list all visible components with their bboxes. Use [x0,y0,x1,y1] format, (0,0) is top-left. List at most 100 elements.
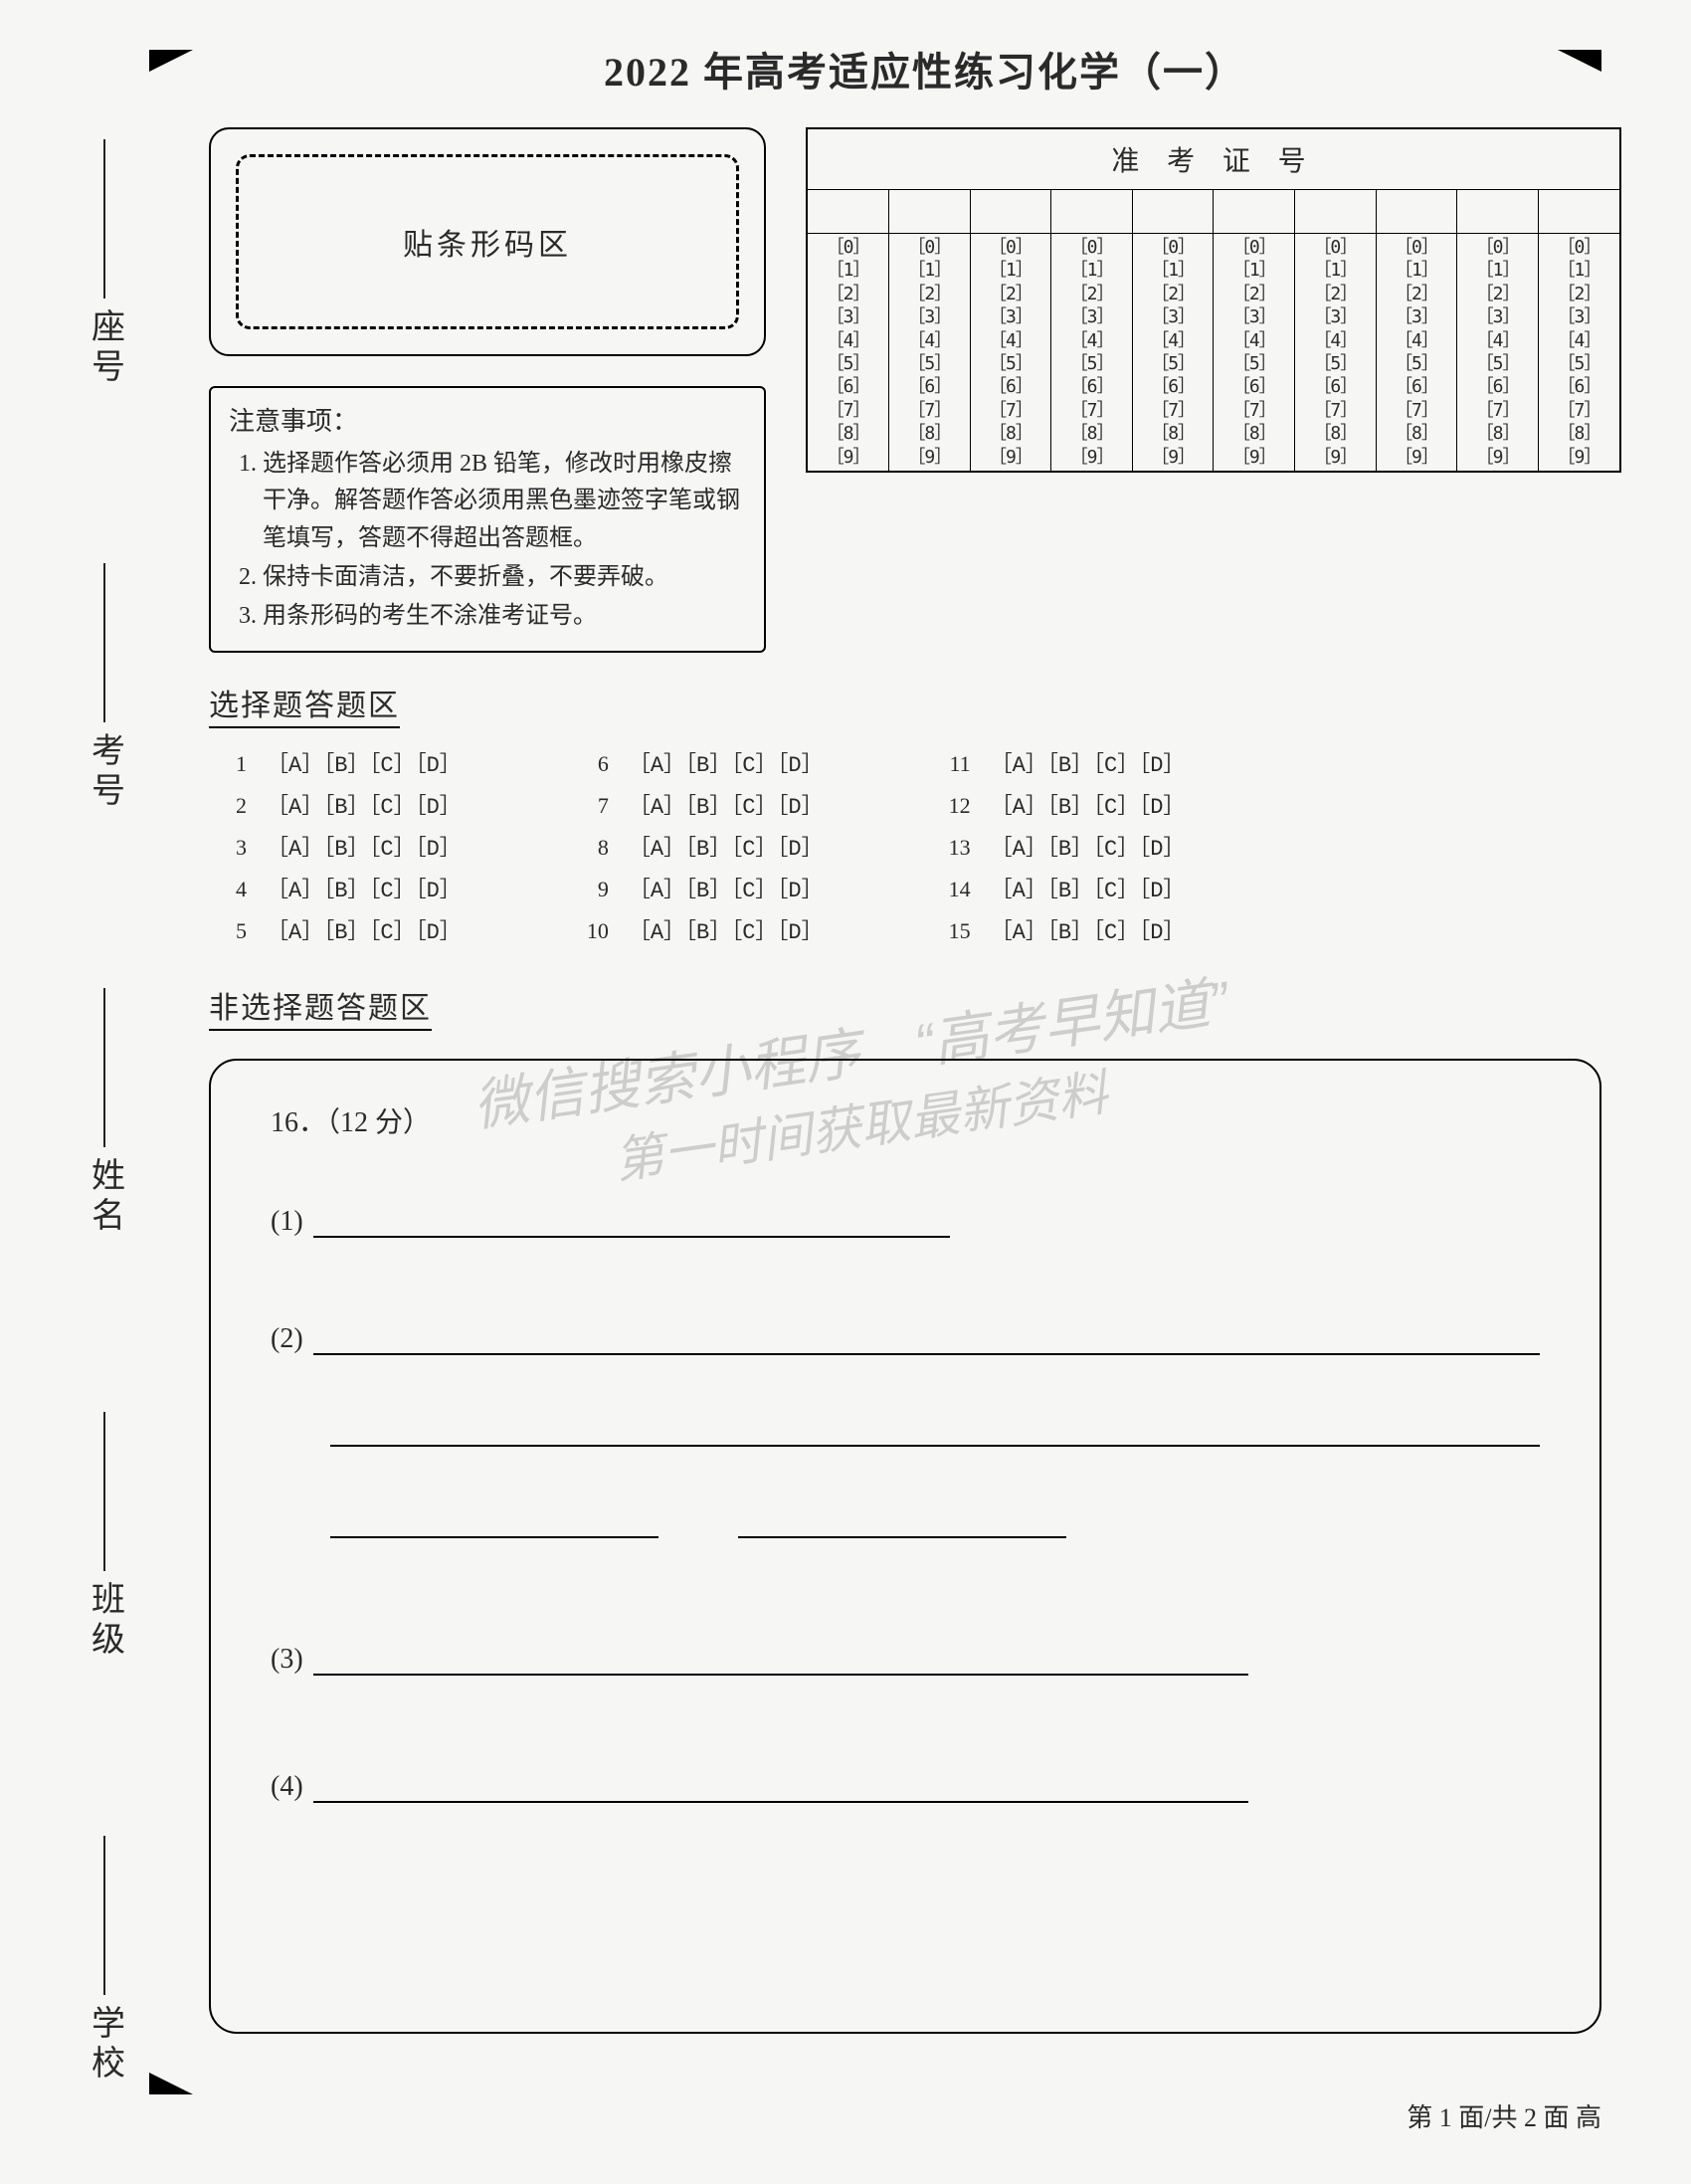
mc-question-number: 6 [581,751,609,777]
side-label-name: 姓名 [81,1157,129,1237]
side-label-school: 学校 [81,2005,129,2085]
mc-question-number: 5 [219,918,247,944]
answer-line[interactable] [313,1628,1248,1676]
id-write-cell[interactable] [1457,190,1539,234]
mc-option-bubbles[interactable]: ［A］［B］［C］［D］ [991,913,1186,945]
page-footer: 第 1 面/共 2 面 高 [1407,2097,1601,2134]
mc-question-row[interactable]: 15 ［A］［B］［C］［D］ [943,913,1186,945]
exam-id-header: 准 考 证 号 [807,128,1620,190]
mc-option-bubbles[interactable]: ［A］［B］［C］［D］ [629,788,824,820]
notice-item: 保持卡面清洁，不要折叠，不要弄破。 [263,559,746,596]
mc-option-bubbles[interactable]: ［A］［B］［C］［D］ [991,830,1186,862]
binding-side-labels: 座号 考号 姓名 班级 学校 [70,139,139,2085]
mc-question-row[interactable]: 1 ［A］［B］［C］［D］ [219,746,462,778]
id-bubble-column[interactable]: ［0］［1］［2］［3］［4］［5］［6］［7］［8］［9］ [1457,234,1539,472]
id-write-cell[interactable] [1295,190,1377,234]
corner-mark-bl [149,2073,193,2094]
answer-line[interactable] [313,1307,1540,1355]
id-bubble-column[interactable]: ［0］［1］［2］［3］［4］［5］［6］［7］［8］［9］ [970,234,1051,472]
mc-question-number: 15 [943,918,971,944]
mc-option-bubbles[interactable]: ［A］［B］［C］［D］ [991,872,1186,903]
barcode-label: 贴条形码区 [403,220,572,264]
id-bubble-column[interactable]: ［0］［1］［2］［3］［4］［5］［6］［7］［8］［9］ [1132,234,1214,472]
mc-question-number: 10 [581,918,609,944]
id-write-cell[interactable] [1376,190,1457,234]
frq-q16-label: 16．（12 分） [271,1100,1540,1140]
mc-question-number: 9 [581,877,609,902]
frq-part-1: (1) [271,1206,303,1238]
mc-option-bubbles[interactable]: ［A］［B］［C］［D］ [629,913,824,945]
id-write-cell[interactable] [1051,190,1133,234]
answer-line[interactable] [330,1445,1540,1447]
frq-part-2: (2) [271,1323,303,1355]
mc-option-bubbles[interactable]: ［A］［B］［C］［D］ [629,830,824,862]
mc-question-number: 2 [219,793,247,819]
id-bubble-column[interactable]: ［0］［1］［2］［3］［4］［5］［6］［7］［8］［9］ [807,234,889,472]
id-write-cell[interactable] [1214,190,1295,234]
mc-question-row[interactable]: 4 ［A］［B］［C］［D］ [219,872,462,903]
side-label-examno: 考号 [81,732,129,812]
mc-question-row[interactable]: 6 ［A］［B］［C］［D］ [581,746,824,778]
corner-mark-tr [1558,50,1601,72]
mc-question-number: 7 [581,793,609,819]
mc-question-row[interactable]: 3 ［A］［B］［C］［D］ [219,830,462,862]
mc-question-row[interactable]: 9 ［A］［B］［C］［D］ [581,872,824,903]
answer-line[interactable] [738,1536,1066,1538]
id-bubble-column[interactable]: ［0］［1］［2］［3］［4］［5］［6］［7］［8］［9］ [1538,234,1620,472]
answer-line[interactable] [313,1755,1248,1803]
mc-option-bubbles[interactable]: ［A］［B］［C］［D］ [267,830,462,862]
mc-question-row[interactable]: 11 ［A］［B］［C］［D］ [943,746,1186,778]
mc-option-bubbles[interactable]: ［A］［B］［C］［D］ [629,746,824,778]
mc-question-row[interactable]: 7 ［A］［B］［C］［D］ [581,788,824,820]
mc-option-bubbles[interactable]: ［A］［B］［C］［D］ [267,872,462,903]
id-bubble-column[interactable]: ［0］［1］［2］［3］［4］［5］［6］［7］［8］［9］ [1295,234,1377,472]
mc-question-number: 11 [943,751,971,777]
id-write-cell[interactable] [1132,190,1214,234]
frq-part-3: (3) [271,1644,303,1676]
answer-line[interactable] [330,1536,658,1538]
corner-mark-tl [149,50,193,72]
id-write-cell[interactable] [889,190,971,234]
notice-item: 选择题作答必须用 2B 铅笔，修改时用橡皮擦干净。解答题作答必须用黑色墨迹签字笔… [263,446,746,557]
frq-part-4: (4) [271,1771,303,1803]
mc-question-number: 1 [219,751,247,777]
id-bubble-column[interactable]: ［0］［1］［2］［3］［4］［5］［6］［7］［8］［9］ [889,234,971,472]
mc-question-number: 14 [943,877,971,902]
mc-option-bubbles[interactable]: ［A］［B］［C］［D］ [991,746,1186,778]
mc-question-number: 4 [219,877,247,902]
section-title-mc: 选择题答题区 [209,681,400,728]
mc-option-bubbles[interactable]: ［A］［B］［C］［D］ [629,872,824,903]
id-write-cell[interactable] [807,190,889,234]
mc-option-bubbles[interactable]: ［A］［B］［C］［D］ [267,913,462,945]
mc-question-row[interactable]: 8 ［A］［B］［C］［D］ [581,830,824,862]
mc-question-row[interactable]: 5 ［A］［B］［C］［D］ [219,913,462,945]
answer-sheet-page: 2022 年高考适应性练习化学（一） 座号 考号 姓名 班级 学校 贴条形码区 … [0,0,1691,2184]
section-title-frq: 非选择题答题区 [209,983,432,1031]
mc-answer-grid: 1［A］［B］［C］［D］2［A］［B］［C］［D］3［A］［B］［C］［D］4… [219,746,1621,945]
id-bubble-column[interactable]: ［0］［1］［2］［3］［4］［5］［6］［7］［8］［9］ [1214,234,1295,472]
id-write-cell[interactable] [970,190,1051,234]
mc-question-row[interactable]: 2 ［A］［B］［C］［D］ [219,788,462,820]
id-bubble-column[interactable]: ［0］［1］［2］［3］［4］［5］［6］［7］［8］［9］ [1376,234,1457,472]
mc-option-bubbles[interactable]: ［A］［B］［C］［D］ [267,746,462,778]
answer-line[interactable] [313,1190,950,1238]
id-write-cell[interactable] [1538,190,1620,234]
mc-question-row[interactable]: 12 ［A］［B］［C］［D］ [943,788,1186,820]
mc-question-number: 3 [219,835,247,861]
mc-question-row[interactable]: 13 ［A］［B］［C］［D］ [943,830,1186,862]
notice-item: 用条形码的考生不涂准考证号。 [263,598,746,635]
mc-option-bubbles[interactable]: ［A］［B］［C］［D］ [991,788,1186,820]
barcode-area: 贴条形码区 [209,127,766,356]
notice-box: 注意事项： 选择题作答必须用 2B 铅笔，修改时用橡皮擦干净。解答题作答必须用黑… [209,386,766,653]
page-title: 2022 年高考适应性练习化学（一） [229,40,1621,98]
mc-question-number: 12 [943,793,971,819]
mc-question-number: 8 [581,835,609,861]
side-label-seat: 座号 [81,308,129,388]
mc-question-row[interactable]: 14 ［A］［B］［C］［D］ [943,872,1186,903]
side-label-class: 班级 [81,1581,129,1661]
mc-option-bubbles[interactable]: ［A］［B］［C］［D］ [267,788,462,820]
mc-question-row[interactable]: 10 ［A］［B］［C］［D］ [581,913,824,945]
id-bubble-column[interactable]: ［0］［1］［2］［3］［4］［5］［6］［7］［8］［9］ [1051,234,1133,472]
notice-heading: 注意事项： [229,402,746,442]
mc-question-number: 13 [943,835,971,861]
